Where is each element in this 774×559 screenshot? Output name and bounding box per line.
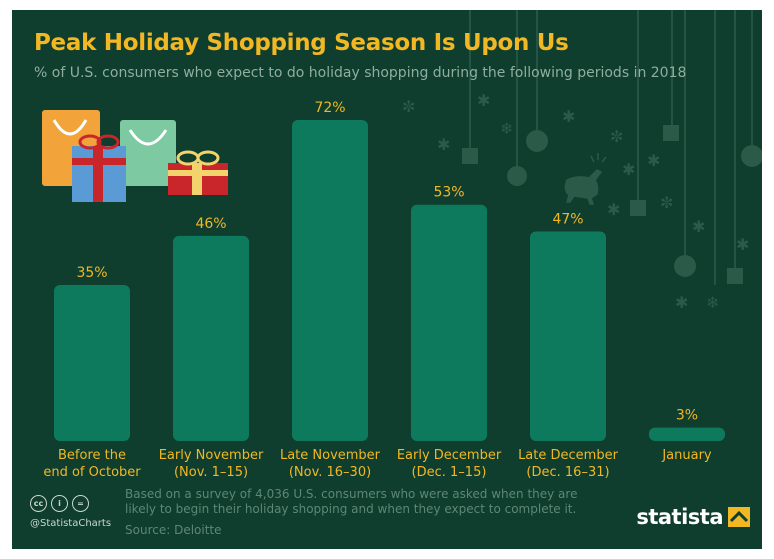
svg-text:✱: ✱ xyxy=(562,107,575,126)
infographic-card: ✼ ✱ ❄ ✱ ✱ ✼ ✱ ✱ ✱ ✼ ✱ ✱ ✱ ❄ xyxy=(12,10,762,549)
svg-text:❄: ❄ xyxy=(706,293,719,312)
footer: cc i = @StatistaCharts Based on a survey… xyxy=(12,487,762,549)
svg-text:✱: ✱ xyxy=(437,135,450,154)
svg-text:✼: ✼ xyxy=(402,97,415,116)
svg-text:✱: ✱ xyxy=(477,91,490,110)
bar-1 xyxy=(173,235,249,441)
svg-text:✱: ✱ xyxy=(647,151,660,170)
value-label-3: 53% xyxy=(433,185,464,201)
statista-mark-icon xyxy=(728,507,750,527)
svg-text:✼: ✼ xyxy=(660,193,673,212)
social-handle[interactable]: @StatistaCharts xyxy=(30,518,112,529)
svg-text:✱: ✱ xyxy=(607,200,620,219)
bar-3 xyxy=(411,204,487,441)
category-label-2: Late November (Nov. 16–30) xyxy=(280,448,381,480)
category-label-0: Before the end of October xyxy=(43,448,141,480)
category-label-1: Early November (Nov. 1–15) xyxy=(159,448,264,480)
bar-0 xyxy=(54,284,130,441)
survey-note: Based on a survey of 4,036 U.S. consumer… xyxy=(125,487,578,516)
category-label-5: January xyxy=(661,448,712,463)
bar-4 xyxy=(530,231,606,441)
value-label-1: 46% xyxy=(195,216,226,232)
svg-text:✱: ✱ xyxy=(675,293,688,312)
category-label-3: Early December (Dec. 1–15) xyxy=(397,448,502,480)
svg-text:❄: ❄ xyxy=(500,119,513,138)
bar-5 xyxy=(649,427,725,441)
svg-text:✱: ✱ xyxy=(692,217,705,236)
source-text: Source: Deloitte xyxy=(125,523,222,537)
holiday-decoration: ✼ ✱ ❄ ✱ ✱ ✼ ✱ ✱ ✱ ✼ ✱ ✱ ✱ ❄ xyxy=(42,10,762,312)
statista-logo[interactable]: statista xyxy=(636,505,750,529)
nd-icon[interactable]: = xyxy=(72,495,89,512)
svg-text:✼: ✼ xyxy=(610,127,623,146)
value-label-5: 3% xyxy=(676,408,698,424)
brand-name: statista xyxy=(636,505,723,529)
bar-2 xyxy=(292,120,368,441)
category-label-4: Late December (Dec. 16–31) xyxy=(518,448,619,480)
by-icon[interactable]: i xyxy=(51,495,68,512)
chart-title: Peak Holiday Shopping Season Is Upon Us xyxy=(34,30,569,56)
svg-text:✱: ✱ xyxy=(736,235,749,254)
value-label-4: 47% xyxy=(552,211,583,227)
value-label-2: 72% xyxy=(314,100,345,116)
bar-chart: 35% Before the end of October 46% Early Nove… xyxy=(43,100,725,480)
svg-text:✱: ✱ xyxy=(622,160,635,179)
license-icons: cc i = xyxy=(30,495,89,512)
value-label-0: 35% xyxy=(76,265,107,281)
cc-icon[interactable]: cc xyxy=(30,495,47,512)
chart-subtitle: % of U.S. consumers who expect to do hol… xyxy=(34,65,687,81)
